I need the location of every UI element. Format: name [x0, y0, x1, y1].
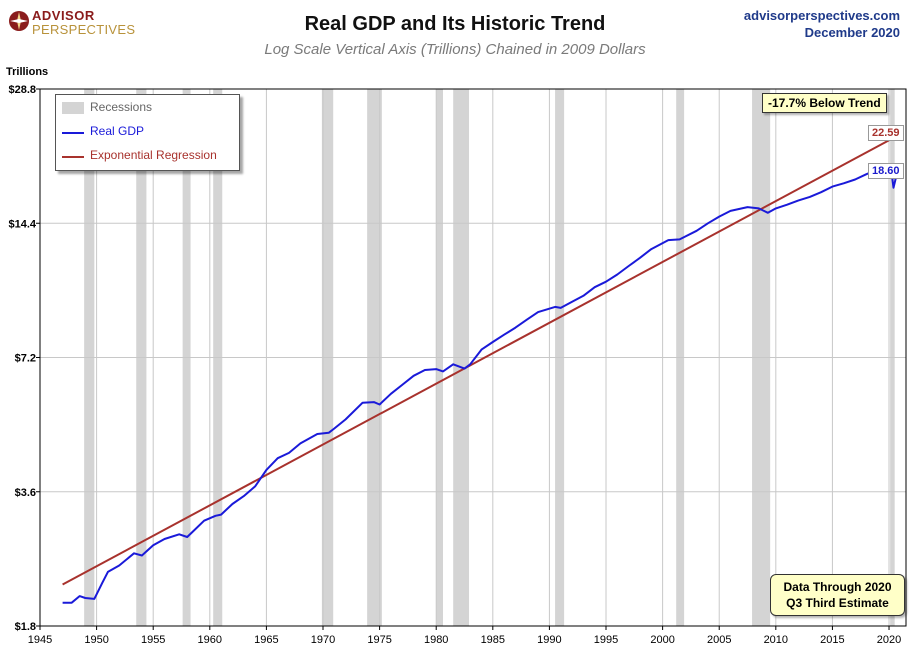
y-tick-label: $28.8 — [8, 84, 36, 96]
logo-text-advisor: ADVISOR — [32, 8, 95, 23]
trend-end-value-label: 22.59 — [868, 125, 904, 141]
series-lines — [62, 135, 898, 604]
series-line-exponential-regression — [62, 135, 898, 586]
x-tick-label: 1995 — [594, 634, 618, 646]
x-tick-label: 1990 — [537, 634, 561, 646]
legend-swatch-recessions — [62, 102, 84, 114]
source-site: advisorperspectives.com — [743, 8, 900, 23]
series-line-real-gdp — [62, 166, 898, 604]
y-axis: $1.8 $3.6 $7.2 $14.4 $28.8 — [8, 84, 40, 633]
data-through-line1: Data Through 2020 — [783, 580, 892, 594]
x-tick-label: 1965 — [254, 634, 278, 646]
x-tick-label: 2020 — [877, 634, 901, 646]
chart-title: Real GDP and Its Historic Trend — [304, 13, 606, 35]
source-block: advisorperspectives.com December 2020 — [744, 7, 900, 41]
y-tick-label: $3.6 — [15, 487, 36, 499]
legend-label-recessions: Recessions — [90, 100, 153, 114]
x-tick-label: 2005 — [707, 634, 731, 646]
legend-swatch-real-gdp — [62, 132, 84, 134]
x-tick-label: 2000 — [650, 634, 674, 646]
x-tick-label: 1960 — [198, 634, 222, 646]
below-trend-badge: -17.7% Below Trend — [762, 93, 887, 113]
x-tick-label: 2010 — [764, 634, 788, 646]
chart-subtitle: Log Scale Vertical Axis (Trillions) Chai… — [264, 41, 646, 58]
x-tick-label: 1985 — [481, 634, 505, 646]
y-axis-label: Trillions — [6, 66, 49, 78]
compass-logo-icon — [9, 11, 29, 31]
data-through-note: Data Through 2020 Q3 Third Estimate — [770, 574, 905, 616]
x-tick-label: 1980 — [424, 634, 448, 646]
y-tick-label: $14.4 — [8, 218, 36, 230]
legend-label-regression: Exponential Regression — [90, 148, 217, 162]
x-tick-label: 2015 — [820, 634, 844, 646]
legend-label-real-gdp: Real GDP — [90, 124, 145, 138]
x-tick-label: 1955 — [141, 634, 165, 646]
x-tick-label: 1970 — [311, 634, 335, 646]
legend: Recessions Real GDP Exponential Regressi… — [55, 94, 240, 171]
legend-swatch-regression — [62, 156, 84, 158]
gdp-end-value-label: 18.60 — [868, 163, 904, 179]
y-tick-label: $1.8 — [15, 621, 36, 633]
x-tick-label: 1975 — [367, 634, 391, 646]
data-through-line2: Q3 Third Estimate — [786, 596, 889, 610]
logo-text-perspectives: PERSPECTIVES — [32, 22, 136, 37]
brand-logo: ADVISOR PERSPECTIVES — [8, 8, 138, 38]
x-axis: 1945 1950 1955 1960 1965 1970 1975 1980 1985 1990… — [28, 626, 901, 646]
x-tick-label: 1945 — [28, 634, 52, 646]
y-tick-label: $7.2 — [15, 353, 36, 365]
x-tick-label: 1950 — [84, 634, 108, 646]
source-date: December 2020 — [804, 25, 900, 40]
